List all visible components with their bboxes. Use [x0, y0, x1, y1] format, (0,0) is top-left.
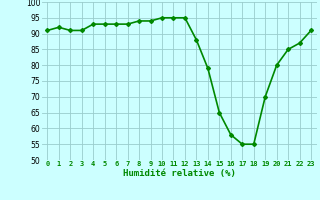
X-axis label: Humidité relative (%): Humidité relative (%) [123, 169, 236, 178]
